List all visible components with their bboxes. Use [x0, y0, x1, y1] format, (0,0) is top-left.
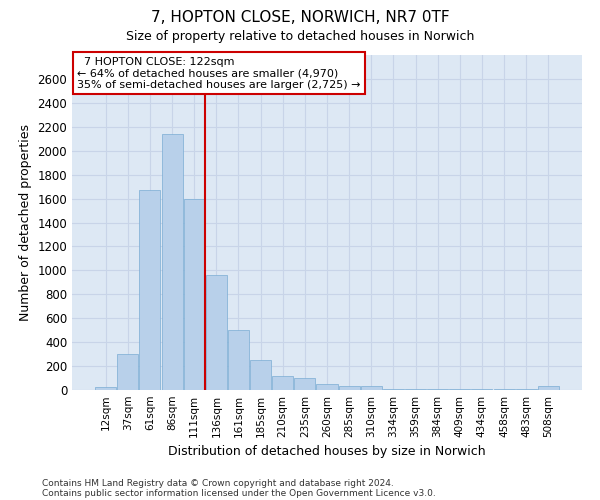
Bar — [95, 387, 116, 390]
Text: 7 HOPTON CLOSE: 122sqm
← 64% of detached houses are smaller (4,970)
35% of semi-: 7 HOPTON CLOSE: 122sqm ← 64% of detached… — [77, 56, 361, 90]
Y-axis label: Number of detached properties: Number of detached properties — [19, 124, 32, 321]
Bar — [295, 378, 316, 390]
Bar — [206, 275, 227, 390]
Bar — [316, 384, 338, 390]
Text: Size of property relative to detached houses in Norwich: Size of property relative to detached ho… — [126, 30, 474, 43]
Text: Contains public sector information licensed under the Open Government Licence v3: Contains public sector information licen… — [42, 488, 436, 498]
Bar — [139, 190, 160, 390]
Bar — [361, 386, 382, 390]
Bar — [338, 386, 359, 390]
Bar — [161, 134, 182, 390]
Bar — [228, 330, 249, 390]
Bar — [272, 376, 293, 390]
Bar — [538, 386, 559, 390]
Text: Contains HM Land Registry data © Crown copyright and database right 2024.: Contains HM Land Registry data © Crown c… — [42, 478, 394, 488]
Bar — [118, 354, 139, 390]
Bar — [184, 198, 205, 390]
X-axis label: Distribution of detached houses by size in Norwich: Distribution of detached houses by size … — [168, 446, 486, 458]
Text: 7, HOPTON CLOSE, NORWICH, NR7 0TF: 7, HOPTON CLOSE, NORWICH, NR7 0TF — [151, 10, 449, 25]
Bar — [250, 360, 271, 390]
